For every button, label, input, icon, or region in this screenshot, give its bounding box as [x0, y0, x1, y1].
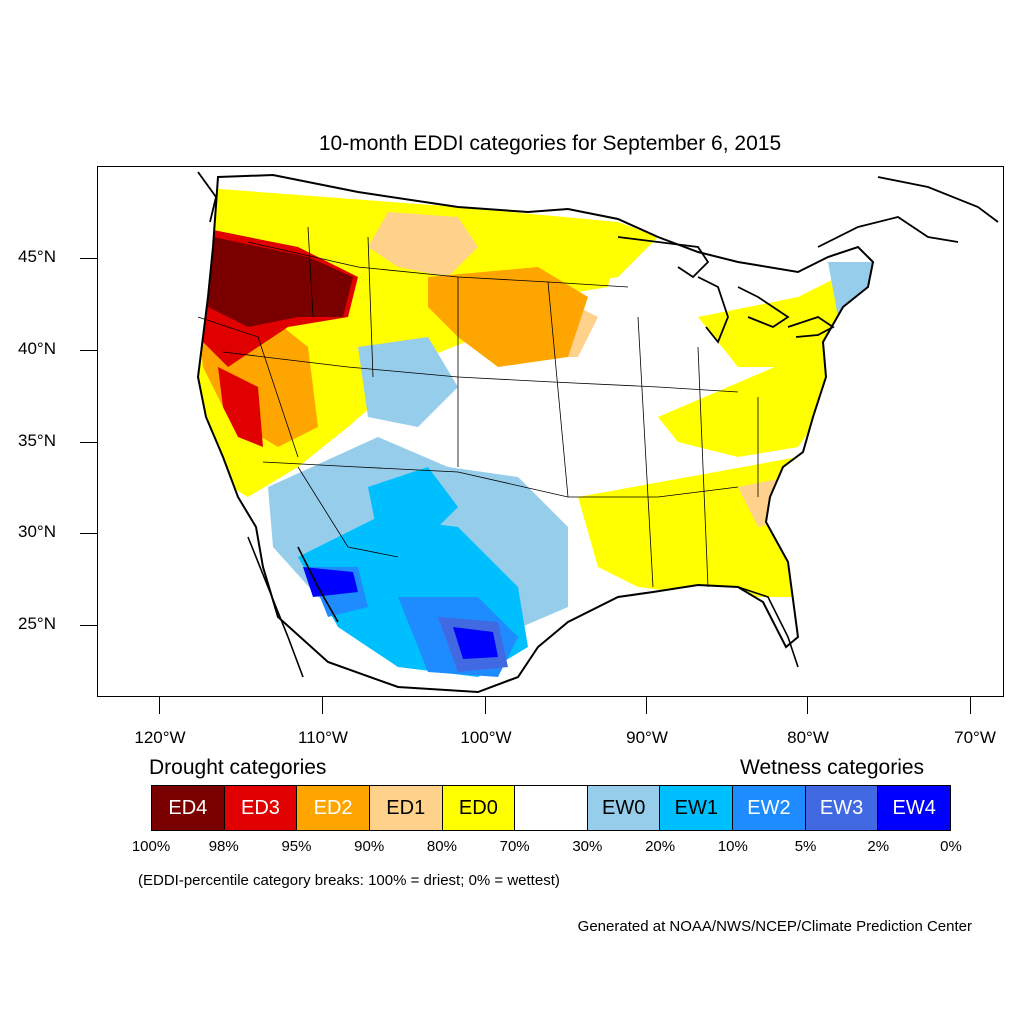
lat-label-45: 45°N — [18, 247, 56, 266]
eddi-map — [196, 171, 999, 694]
percent-break-label: 80% — [426, 838, 457, 855]
lat-label-40: 40°N — [18, 339, 56, 358]
wetness-heading: Wetness categories — [740, 756, 925, 779]
state-boundaries — [197, 226, 759, 588]
legend-cell-ed3: ED3 — [224, 786, 298, 830]
percent-break-label: 90% — [354, 838, 385, 855]
lat-tick — [80, 258, 97, 259]
region-ew0-northeast — [828, 262, 873, 317]
lat-label-30: 30°N — [18, 522, 56, 541]
great-lakes — [617, 236, 835, 344]
legend-cell-ed4: ED4 — [152, 786, 225, 830]
percent-break-label: 70% — [499, 838, 530, 855]
lat-tick — [80, 442, 97, 443]
percent-break-label: 95% — [281, 838, 312, 855]
region-ed0-north — [428, 217, 658, 287]
percent-break-label: 2% — [867, 838, 890, 855]
region-ew4-baja — [303, 567, 358, 597]
lon-tick — [322, 697, 323, 714]
region-ed3-california — [218, 367, 263, 447]
category-note: (EDDI-percentile category breaks: 100% =… — [138, 872, 560, 889]
percent-break-label: 10% — [717, 838, 748, 855]
percent-break-label: 5% — [794, 838, 817, 855]
map-frame — [97, 166, 1004, 697]
legend-cell-ed0: ED0 — [442, 786, 516, 830]
percent-break-label: 20% — [645, 838, 676, 855]
percent-break-label: 30% — [572, 838, 603, 855]
us-outline — [196, 173, 875, 694]
percent-break-label: 98% — [208, 838, 239, 855]
region-ed0-ohio — [698, 267, 858, 367]
lon-label-120w: 120°W — [134, 728, 186, 747]
drought-heading: Drought categories — [149, 756, 327, 779]
lon-tick — [646, 697, 647, 714]
lon-label-110w: 110°W — [298, 728, 348, 747]
region-ew0-rockies — [358, 337, 458, 427]
lat-tick — [80, 625, 97, 626]
canada-coast — [197, 171, 999, 248]
florida-coast — [737, 586, 799, 668]
legend-cell-ed1: ED1 — [369, 786, 443, 830]
legend-cell-ew0: EW0 — [587, 786, 661, 830]
lat-tick — [80, 350, 97, 351]
lon-label-70w: 70°W — [954, 728, 996, 747]
legend-cell-ew1: EW1 — [660, 786, 734, 830]
region-ew1-newmexico — [368, 467, 458, 547]
percent-break-label: 0% — [940, 838, 962, 855]
lon-tick — [807, 697, 808, 714]
lon-label-100w: 100°W — [460, 728, 512, 747]
region-ed0-east — [658, 317, 838, 457]
region-ed4-northwest — [208, 237, 353, 327]
legend-cell-ew3: EW3 — [805, 786, 879, 830]
lon-tick — [159, 697, 160, 714]
legend-cell-ew2: EW2 — [733, 786, 806, 830]
legend-colorbar: ED4 ED3 ED2 ED1 ED0 EW0 EW1 EW2 EW3 EW4 — [151, 785, 951, 831]
legend-cell-ew4: EW4 — [878, 786, 951, 830]
region-ed2-northplains — [428, 267, 588, 367]
region-ed1-northplains — [368, 212, 478, 277]
legend-cell-ed2: ED2 — [297, 786, 370, 830]
lon-label-90w: 90°W — [626, 728, 668, 747]
map-title: 10-month EDDI categories for September 6… — [318, 132, 782, 155]
region-ew4-southtexas — [453, 627, 498, 659]
percent-break-label: 100% — [131, 838, 171, 855]
lat-tick — [80, 533, 97, 534]
credit-line: Generated at NOAA/NWS/NCEP/Climate Predi… — [577, 918, 972, 935]
legend-cell-neutral — [515, 786, 588, 830]
lat-label-25: 25°N — [18, 614, 56, 633]
lat-label-35: 35°N — [18, 431, 56, 450]
baja-coast — [247, 536, 339, 678]
lon-tick — [485, 697, 486, 714]
lon-tick — [970, 697, 971, 714]
lon-label-80w: 80°W — [787, 728, 829, 747]
